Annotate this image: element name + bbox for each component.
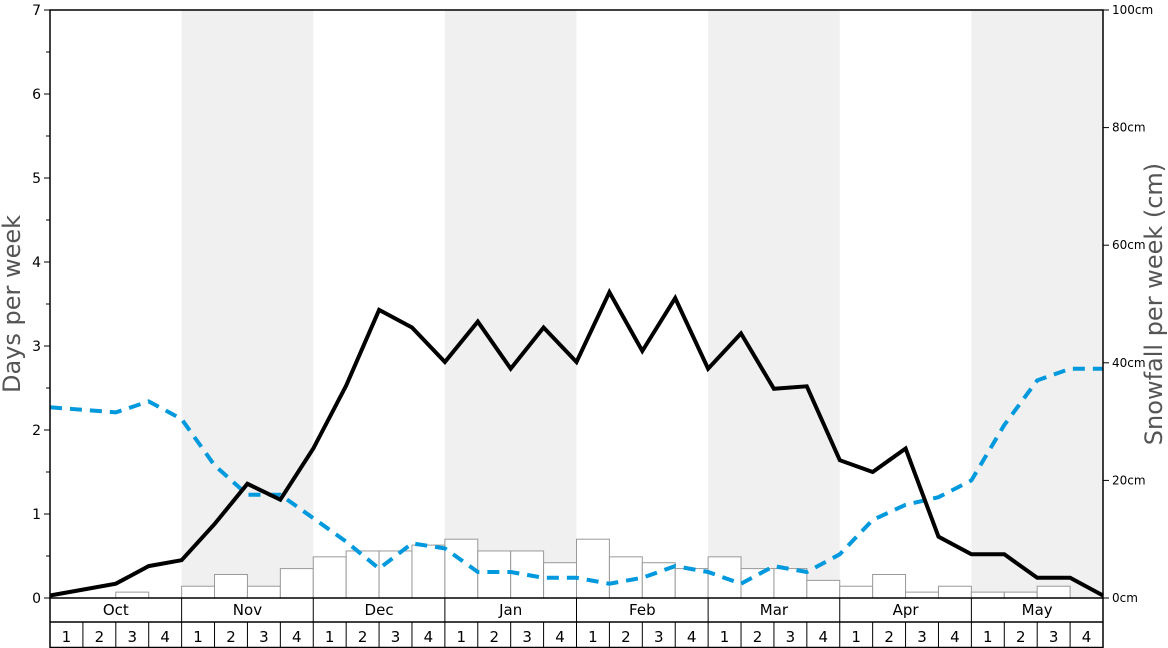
snowfall-bar (345, 550, 380, 599)
week-label: 2 (1016, 628, 1026, 646)
left-axis-tick-label: 6 (32, 87, 41, 103)
week-label: 4 (424, 628, 434, 646)
snowfall-bar (115, 591, 150, 599)
right-axis-tick-label: 100cm (1112, 3, 1153, 17)
week-label: 1 (851, 628, 861, 646)
month-shading (181, 10, 1103, 598)
week-label: 3 (259, 628, 269, 646)
left-axis-tick-label: 0 (32, 591, 41, 607)
right-axis: 0cm 20cm 40cm 60cm 80cm 100cm (1103, 3, 1153, 605)
right-axis-tick-label: 20cm (1112, 473, 1146, 487)
snowfall-bar (1003, 591, 1038, 599)
left-axis-tick-label: 7 (32, 3, 41, 19)
snowfall-bar (181, 585, 216, 599)
week-label: 1 (193, 628, 203, 646)
x-axis: Oct 1 2 3 4 Nov 1 2 3 4 Dec 1 2 3 4 Jan 1 2 3 4 Feb 1 2 3 4 Mar 1 2… (49, 598, 1104, 648)
week-label: 2 (358, 628, 368, 646)
days-per-week-line (49, 287, 1104, 598)
week-label: 4 (950, 628, 960, 646)
month-shade-jan (444, 10, 577, 598)
snowfall-bar (411, 544, 446, 599)
month-label: Nov (233, 601, 262, 619)
left-axis-tick-label: 2 (32, 423, 41, 439)
week-label: 2 (621, 628, 631, 646)
week-label: 4 (292, 628, 302, 646)
snowfall-bar (576, 538, 610, 599)
right-axis-tick-label: 0cm (1112, 591, 1138, 605)
week-label: 1 (325, 628, 335, 646)
week-label: 1 (588, 628, 598, 646)
week-label: 1 (983, 628, 993, 646)
month-shade-nov (181, 10, 314, 598)
week-label: 3 (522, 628, 532, 646)
week-label: 4 (160, 628, 170, 646)
snowfall-bar (707, 556, 742, 599)
month-label: Apr (893, 601, 920, 619)
right-axis-title: Snowfall per week (cm) (1140, 163, 1168, 445)
snowfall-bar (970, 591, 1005, 599)
week-label: 2 (489, 628, 499, 646)
snowfall-bar (246, 585, 281, 599)
snowfall-bar (872, 573, 907, 599)
left-axis-tick-label: 5 (32, 171, 41, 187)
snowfall-bar (806, 579, 841, 599)
week-label: 3 (391, 628, 401, 646)
month-label: Feb (629, 601, 656, 619)
week-label: 2 (884, 628, 894, 646)
week-label: 1 (720, 628, 730, 646)
snowfall-bar (312, 556, 347, 599)
snowfall-bar (839, 585, 874, 599)
week-label: 3 (127, 628, 137, 646)
month-shade-may (971, 10, 1103, 598)
snowfall-bar (1036, 585, 1071, 599)
month-shade-mar (708, 10, 840, 598)
week-label: 2 (226, 628, 236, 646)
week-label: 3 (786, 628, 796, 646)
right-axis-tick-label: 60cm (1112, 238, 1146, 252)
week-label: 3 (917, 628, 927, 646)
left-axis-tick-label: 3 (32, 339, 41, 355)
left-axis: 0 1 2 3 4 5 6 7 (32, 3, 50, 607)
week-label: 4 (1082, 628, 1092, 646)
snowfall-bar (279, 568, 314, 599)
month-label: Dec (365, 601, 394, 619)
month-label: May (1022, 601, 1053, 619)
snowfall-bar (905, 591, 939, 599)
month-label: Oct (103, 601, 129, 619)
snowfall-bar (477, 550, 512, 599)
month-label: Jan (498, 601, 522, 619)
left-axis-tick-label: 4 (32, 255, 41, 271)
left-axis-title: Days per week (0, 215, 26, 393)
snowfall-bar (214, 573, 248, 599)
right-axis-tick-label: 40cm (1112, 356, 1146, 370)
dashed-series-line (49, 366, 1103, 586)
week-label: 3 (654, 628, 664, 646)
right-axis-tick-label: 80cm (1112, 121, 1146, 135)
snowfall-bar (378, 550, 413, 599)
week-label: 1 (457, 628, 467, 646)
week-label: 1 (62, 628, 72, 646)
month-label: Mar (760, 601, 789, 619)
left-axis-tick-label: 1 (32, 507, 41, 523)
week-label: 3 (1049, 628, 1059, 646)
day-lines (49, 287, 1104, 598)
week-label: 2 (95, 628, 105, 646)
snowfall-bar (937, 585, 972, 599)
snowfall-bar (740, 568, 775, 599)
week-label: 4 (555, 628, 565, 646)
week-label: 4 (687, 628, 697, 646)
week-label: 2 (753, 628, 763, 646)
snowfall-bar (543, 562, 577, 599)
week-label: 4 (819, 628, 829, 646)
